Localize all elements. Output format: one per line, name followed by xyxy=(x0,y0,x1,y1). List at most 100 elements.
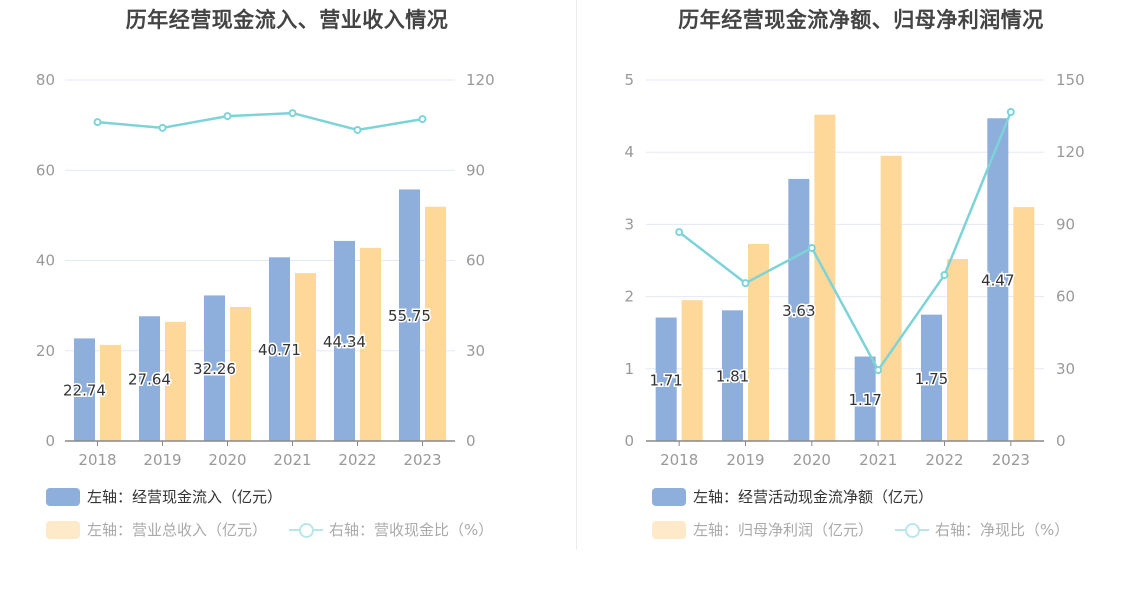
bar-secondary xyxy=(165,321,186,441)
left-axis-tick-label: 40 xyxy=(36,252,55,270)
bar-primary xyxy=(399,189,420,441)
line-point xyxy=(418,115,427,124)
chart-title: 历年经营现金流净额、归母净利润情况 xyxy=(678,8,1044,32)
right-axis-tick-label: 90 xyxy=(466,161,485,179)
bar-primary xyxy=(74,338,95,441)
legend-label: 右轴：净现比（%） xyxy=(935,521,1070,539)
left-axis-tick-label: 20 xyxy=(36,342,55,360)
right-axis-tick-label: 0 xyxy=(1056,432,1066,450)
right-axis-tick-label: 60 xyxy=(1056,288,1075,306)
bar-secondary xyxy=(360,247,381,441)
x-axis-tick-label: 2020 xyxy=(208,451,246,469)
bar-secondary xyxy=(295,273,316,441)
x-axis-tick-label: 2022 xyxy=(925,451,963,469)
left-axis-tick-label: 0 xyxy=(624,432,634,450)
right-axis-tick-label: 30 xyxy=(1056,360,1075,378)
line-point xyxy=(93,118,102,127)
chart-title: 历年经营现金流入、营业收入情况 xyxy=(125,8,449,32)
bar-primary xyxy=(921,314,942,441)
legend-line-circle-icon xyxy=(895,521,930,539)
bar-secondary xyxy=(1013,207,1035,441)
bar-primary xyxy=(722,310,743,441)
chart-net-cash-profit: 0 1 2 3 4 5 0 30 60 90 120 150 2018 2019 2020 2021 2022 2… xyxy=(624,71,1085,469)
bar-data-label: 3.63 xyxy=(782,302,815,320)
left-axis-tick-label: 1 xyxy=(624,360,634,378)
x-axis-tick-label: 2018 xyxy=(660,451,698,469)
bar-data-label: 32.26 xyxy=(193,360,236,378)
x-axis-tick-label: 2021 xyxy=(273,451,311,469)
legend-label: 左轴：营业总收入（亿元） xyxy=(87,521,268,539)
bar-data-label: 55.75 xyxy=(388,307,431,325)
bar-secondary xyxy=(681,300,703,441)
line-point xyxy=(675,228,684,237)
legend-swatch-bar-orange xyxy=(652,520,686,539)
left-axis-tick-label: 2 xyxy=(624,288,634,306)
legend-item-net-profit[interactable]: 左轴：归母净利润（亿元） 右轴：净现比（%） xyxy=(652,519,1069,540)
bar-data-label: 1.81 xyxy=(716,368,749,386)
line-point xyxy=(1006,108,1015,117)
line-series xyxy=(678,111,1012,372)
x-axis-tick-label: 2021 xyxy=(859,451,897,469)
legend-item-net-cash-flow[interactable]: 左轴：经营活动现金流净额（亿元） xyxy=(652,486,933,507)
legend-swatch-bar-blue xyxy=(652,487,686,506)
x-axis-tick-label: 2020 xyxy=(793,451,831,469)
x-axis-tick-label: 2019 xyxy=(726,451,764,469)
chart-panel-net-cash-profit: 历年经营现金流净额、归母净利润情况 0 1 2 3 4 5 0 30 60 90 120 150 201… xyxy=(574,0,1148,589)
right-axis-tick-label: 120 xyxy=(466,71,495,89)
bar-data-label: 1.75 xyxy=(915,370,948,388)
bar-primary xyxy=(987,118,1009,442)
left-axis-tick-label: 0 xyxy=(45,432,55,450)
bar-secondary xyxy=(100,344,121,441)
left-axis-tick-label: 60 xyxy=(36,161,55,179)
bar-primary xyxy=(269,257,290,441)
chart-cash-inflow-revenue: 0 20 40 60 80 0 30 60 90 120 2018 2019 2020 2021 2022 2… xyxy=(36,71,495,469)
bar-secondary xyxy=(814,114,836,441)
line-point xyxy=(940,270,949,279)
bar-secondary xyxy=(880,155,902,441)
bar-data-label: 44.34 xyxy=(323,333,366,351)
legend-swatch-bar-orange xyxy=(46,520,80,539)
left-axis-tick-label: 5 xyxy=(624,71,634,89)
x-axis-tick-label: 2018 xyxy=(78,451,116,469)
right-axis-tick-label: 120 xyxy=(1056,143,1085,161)
bar-data-label: 1.17 xyxy=(848,391,881,409)
chart-panel-cash-inflow-revenue: 历年经营现金流入、营业收入情况 0 20 40 60 80 0 30 60 90 120 2018 2… xyxy=(36,8,495,540)
line-point xyxy=(223,112,232,121)
bar-secondary xyxy=(425,206,446,441)
left-axis-tick-label: 3 xyxy=(624,215,634,233)
x-axis-tick-label: 2023 xyxy=(403,451,441,469)
x-axis-tick-label: 2023 xyxy=(992,451,1030,469)
legend-label: 右轴：营收现金比（%） xyxy=(329,521,494,539)
bar-primary xyxy=(788,178,810,441)
bar-primary xyxy=(854,356,876,441)
x-axis-tick-label: 2022 xyxy=(338,451,376,469)
bar-primary xyxy=(655,317,677,441)
legend-item-revenue[interactable]: 左轴：营业总收入（亿元） 右轴：营收现金比（%） xyxy=(46,519,493,540)
legend-label: 左轴：经营现金流入（亿元） xyxy=(87,488,283,506)
legend-line-circle-icon xyxy=(289,521,324,539)
legend-label: 左轴：经营活动现金流净额（亿元） xyxy=(693,488,934,506)
bar-data-label: 40.71 xyxy=(258,341,301,359)
line-point xyxy=(874,366,883,375)
right-axis-tick-label: 90 xyxy=(1056,215,1075,233)
bar-secondary xyxy=(748,243,769,441)
legend-label: 左轴：归母净利润（亿元） xyxy=(693,521,874,539)
x-axis-tick-label: 2019 xyxy=(143,451,181,469)
right-axis-tick-label: 0 xyxy=(466,432,476,450)
bar-secondary xyxy=(947,259,968,441)
bar-data-label: 22.74 xyxy=(63,382,106,400)
bar-data-label: 4.47 xyxy=(981,272,1014,290)
line-point xyxy=(807,243,816,252)
bar-primary xyxy=(334,240,355,441)
panel-divider xyxy=(576,0,577,550)
line-series xyxy=(97,111,423,132)
bar-data-label: 27.64 xyxy=(128,371,171,389)
line-point xyxy=(741,279,750,288)
right-axis-tick-label: 150 xyxy=(1056,71,1085,89)
line-point xyxy=(288,109,297,118)
right-axis-tick-label: 30 xyxy=(466,342,485,360)
bar-primary xyxy=(204,295,225,441)
legend-item-cash-inflow[interactable]: 左轴：经营现金流入（亿元） xyxy=(46,486,282,507)
line-point xyxy=(353,125,362,134)
legend-swatch-bar-blue xyxy=(46,487,80,506)
